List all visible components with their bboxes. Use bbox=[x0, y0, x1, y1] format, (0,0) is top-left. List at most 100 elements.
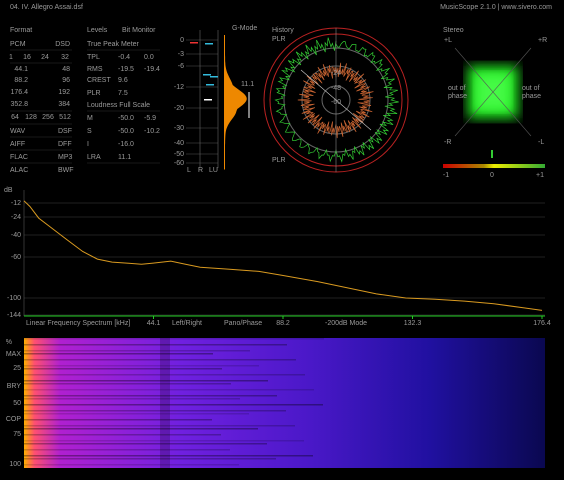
panel-title: Levels bbox=[87, 27, 108, 34]
spectrogram-band bbox=[24, 434, 221, 436]
spectrogram-band bbox=[24, 413, 249, 415]
y-tick-label: -100 bbox=[7, 295, 21, 302]
panel-title: Format bbox=[10, 27, 32, 34]
marker-label: MAX bbox=[6, 351, 22, 358]
spectrogram-band bbox=[24, 359, 296, 361]
label: S bbox=[87, 128, 92, 135]
y-tick-label: -12 bbox=[11, 200, 21, 207]
label: dB bbox=[4, 187, 13, 194]
label: 256 bbox=[42, 114, 54, 121]
label: MusicScope 2.1.0 | www.sivero.com bbox=[440, 4, 552, 11]
label: TPL bbox=[87, 54, 100, 61]
spectrogram-band bbox=[24, 449, 230, 451]
marker-label: BRY bbox=[7, 383, 22, 390]
label: -5.9 bbox=[144, 115, 156, 122]
label: DSD bbox=[55, 41, 70, 48]
label: True Peak Meter bbox=[87, 41, 140, 48]
spectrogram-band bbox=[24, 350, 250, 352]
label: phase bbox=[522, 93, 541, 100]
meter-marker bbox=[206, 84, 214, 86]
meter-scale: -12 bbox=[174, 84, 184, 91]
meter-marker bbox=[205, 43, 213, 45]
mode-button[interactable]: Left/Right bbox=[172, 320, 202, 327]
y-tick-label: -40 bbox=[11, 232, 21, 239]
y-tick-label: -144 bbox=[7, 312, 21, 319]
spectrogram-band bbox=[24, 428, 258, 430]
spectrogram-band bbox=[24, 353, 213, 355]
phase-bar bbox=[443, 164, 545, 168]
label: -50.0 bbox=[118, 128, 134, 135]
label: 88.2 bbox=[14, 77, 28, 84]
panel-title: Stereo bbox=[443, 27, 464, 34]
spectrogram-band bbox=[24, 338, 324, 340]
label: LU bbox=[209, 167, 218, 174]
spectrogram-band bbox=[24, 458, 276, 460]
y-tick-label: 25 bbox=[13, 365, 21, 372]
meter-marker bbox=[204, 99, 212, 101]
spectrogram-band bbox=[24, 374, 305, 376]
label: PLR bbox=[272, 157, 286, 164]
label: out of bbox=[448, 85, 466, 92]
label: 384 bbox=[58, 101, 70, 108]
label: 176.4 bbox=[10, 89, 28, 96]
spectrogram-band bbox=[24, 455, 313, 457]
spectrogram-band bbox=[24, 419, 212, 421]
x-tick-label: 132.3 bbox=[404, 320, 422, 327]
label: LRA bbox=[87, 154, 101, 161]
label: -1 bbox=[443, 172, 449, 179]
label: PLR bbox=[272, 36, 286, 43]
history-hand bbox=[300, 69, 372, 131]
meter-scale: -6 bbox=[178, 63, 184, 70]
meter-marker bbox=[210, 76, 218, 78]
spectrogram-band bbox=[24, 464, 239, 466]
spectrogram-band bbox=[24, 368, 222, 370]
label: -R bbox=[444, 139, 451, 146]
label: M bbox=[87, 115, 93, 122]
label: 0.0 bbox=[144, 54, 154, 61]
label: 64 bbox=[11, 114, 19, 121]
label: PCM bbox=[10, 41, 26, 48]
spectrogram-band bbox=[24, 443, 267, 445]
label: FLAC bbox=[10, 154, 28, 161]
label: 96 bbox=[62, 77, 70, 84]
label: -0.4 bbox=[118, 54, 130, 61]
label: PLR bbox=[87, 90, 101, 97]
mode-button[interactable]: -200dB Mode bbox=[325, 320, 367, 327]
meter-marker bbox=[203, 74, 211, 76]
label: 128 bbox=[25, 114, 37, 121]
meter-marker bbox=[190, 42, 198, 44]
meter-scale: -30 bbox=[174, 125, 184, 132]
label: 32 bbox=[61, 54, 69, 61]
marker-label: COP bbox=[6, 416, 22, 423]
y-tick-label: 100 bbox=[9, 461, 21, 468]
spectrogram-band bbox=[24, 383, 231, 385]
y-tick-label: 75 bbox=[13, 431, 21, 438]
meter-scale: -60 bbox=[174, 160, 184, 167]
label: 9.6 bbox=[118, 77, 128, 84]
label: -48 bbox=[331, 85, 341, 92]
x-tick-label: 88.2 bbox=[276, 320, 290, 327]
meter-scale: -40 bbox=[174, 140, 184, 147]
label: -50.0 bbox=[118, 115, 134, 122]
label: WAV bbox=[10, 128, 25, 135]
label: I bbox=[87, 141, 89, 148]
label: AIFF bbox=[10, 141, 25, 148]
label: 11.1 bbox=[241, 81, 254, 88]
label: 11.1 bbox=[118, 154, 131, 161]
label: -10.2 bbox=[144, 128, 160, 135]
label: Loudness Full Scale bbox=[87, 102, 150, 109]
y-tick-label: -60 bbox=[11, 254, 21, 261]
spectrogram-band bbox=[24, 395, 277, 397]
label: 48 bbox=[62, 66, 70, 73]
spectrum-line bbox=[23, 200, 543, 311]
label: 352.8 bbox=[10, 101, 28, 108]
label: 7.5 bbox=[118, 90, 128, 97]
label: DFF bbox=[58, 141, 72, 148]
loudness-histogram bbox=[224, 35, 247, 170]
mode-button[interactable]: Pano/Phase bbox=[224, 320, 262, 327]
label: +R bbox=[538, 37, 547, 44]
label: -L bbox=[538, 139, 544, 146]
label: BWF bbox=[58, 167, 74, 174]
label: % bbox=[6, 339, 12, 346]
label: -19.5 bbox=[118, 66, 134, 73]
